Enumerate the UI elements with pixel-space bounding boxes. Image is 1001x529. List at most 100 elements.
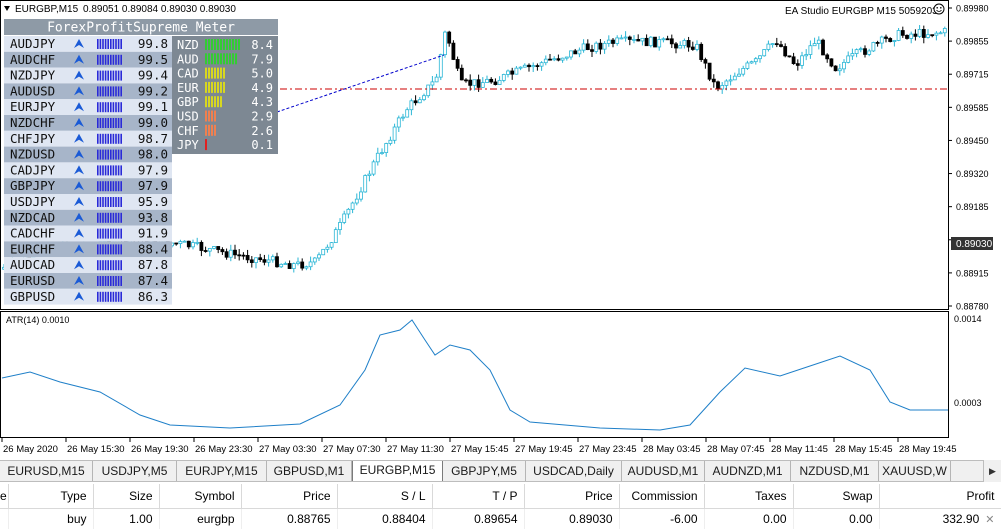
currency-meter-panel: ForexProfitSupreme Meter AUDJPY 99.8AUDCH… (4, 19, 278, 305)
meter-currency-value: 7.9 (251, 52, 273, 66)
trade-column-header[interactable]: S / L (337, 484, 433, 509)
meter-pair-name: NZDCAD (10, 210, 55, 225)
strength-bar (226, 39, 228, 50)
trade-cell (0, 508, 9, 529)
time-axis-label: 27 May 23:45 (579, 444, 637, 455)
meter-pair-value: 87.4 (138, 273, 168, 288)
trade-column-header[interactable]: Price (524, 484, 620, 509)
strength-bar (205, 96, 207, 108)
strength-bar (220, 67, 222, 79)
trade-column-header[interactable]: e (0, 484, 9, 509)
strength-bar (205, 67, 207, 79)
chart-tab[interactable]: AUDUSD,M1 (622, 461, 705, 481)
up-arrow-icon (74, 244, 84, 254)
chart-tab[interactable]: XAUUSD,W (879, 461, 951, 481)
atr-axis-top: 0.0014 (954, 314, 982, 324)
chart-tab[interactable]: GBPJPY,M5 (443, 461, 526, 481)
time-axis-label: 27 May 03:30 (259, 444, 317, 455)
time-axis-label: 28 May 19:45 (899, 444, 957, 455)
price-axis-label: 0.89450 (956, 136, 989, 146)
meter-currency-value: 0.1 (251, 138, 273, 152)
chevron-right-icon[interactable]: ▶ (983, 460, 1001, 482)
trade-column-header[interactable]: Swap (793, 484, 880, 509)
strength-bar (211, 39, 213, 50)
strength-bar (217, 96, 219, 108)
meter-currency-value: 2.6 (251, 124, 273, 138)
strength-bar (220, 81, 222, 93)
close-position-icon[interactable]: ✕ (985, 513, 995, 526)
price-axis-label: 0.89320 (956, 169, 989, 179)
trade-column-header[interactable]: Taxes (704, 484, 794, 509)
strength-bar (205, 39, 207, 50)
trade-column-header[interactable]: Price (241, 484, 338, 509)
up-arrow-icon (74, 39, 84, 48)
chart-canvas[interactable]: 0.89980 0.89855 0.89715 0.89585 0.89450 0.893… (0, 0, 1001, 460)
trade-column-header[interactable]: Type (8, 484, 94, 509)
trade-column-header[interactable]: Symbol (159, 484, 242, 509)
strength-bar (217, 39, 219, 50)
strength-bar (211, 124, 213, 136)
time-axis-label: 26 May 15:30 (67, 444, 125, 455)
time-axis: 26 May 2020 26 May 15:30 26 May 19:30 26 Ma… (1, 438, 957, 455)
trade-column-header[interactable]: T / P (432, 484, 525, 509)
strength-bar (229, 53, 231, 65)
meter-pair-name: CADCHF (10, 226, 55, 241)
chart-tabs-bar: EURUSD,M15 USDJPY,M5 EURJPY,M15 GBPUSD,M1 EU… (0, 460, 1001, 482)
time-axis-label: 28 May 07:45 (707, 444, 765, 455)
strength-bar (214, 39, 216, 50)
strength-bar (205, 124, 207, 136)
strength-bar (229, 39, 231, 50)
chart-tab[interactable]: NZDUSD,M1 (791, 461, 879, 481)
meter-pair-name: CADJPY (10, 162, 56, 177)
time-axis-label: 28 May 15:45 (835, 444, 893, 455)
meter-pair-value: 99.5 (138, 52, 168, 67)
chart-symbol-label: EURGBP,M15 (15, 4, 79, 15)
strength-bar (220, 96, 222, 108)
strength-bar (214, 110, 216, 122)
strength-bar (214, 53, 216, 65)
meter-pair-name: EURJPY (10, 99, 56, 114)
strength-bar (223, 81, 225, 93)
expert-advisor-label: EA Studio EURGBP M15 50592037 (785, 6, 944, 17)
chart-tab[interactable]: EURUSD,M15 (0, 461, 93, 481)
strength-bar (226, 53, 228, 65)
meter-pair-value: 87.8 (138, 257, 168, 272)
strength-bar (235, 39, 237, 50)
atr-line (1, 319, 948, 431)
trade-cell: 0.89030 (524, 508, 620, 529)
strength-bar (214, 81, 216, 93)
chart-tab[interactable]: EURGBP,M15 (352, 461, 443, 481)
strength-bar (214, 67, 216, 79)
chart-window[interactable]: 0.89980 0.89855 0.89715 0.89585 0.89450 0.893… (0, 0, 1001, 460)
meter-currency-value: 5.0 (251, 67, 273, 81)
meter-pair-name: GBPUSD (10, 289, 55, 304)
meter-pair-value: 99.4 (138, 68, 168, 83)
meter-currency-name: USD (177, 110, 199, 124)
strength-bar (232, 39, 234, 50)
strength-bar (211, 110, 213, 122)
meter-currency-value: 4.9 (251, 81, 273, 95)
strength-bar (208, 81, 210, 93)
trade-row[interactable]: buy 1.00 eurgbp 0.88765 0.88404 0.89654 0.8903… (0, 508, 1001, 529)
chart-tab[interactable]: GBPUSD,M1 (267, 461, 352, 481)
strength-bar (211, 67, 213, 79)
up-arrow-icon (74, 260, 84, 270)
meter-pair-value: 97.9 (138, 178, 168, 193)
chart-tab[interactable]: EURJPY,M15 (177, 461, 267, 481)
up-arrow-icon (74, 276, 84, 285)
meter-pair-value: 98.0 (138, 147, 168, 162)
trade-column-header[interactable]: Size (93, 484, 160, 509)
trade-column-header[interactable]: Profit (879, 484, 1001, 509)
up-arrow-icon (74, 291, 84, 301)
meter-currency-name: JPY (177, 138, 199, 152)
strength-bar (208, 124, 210, 136)
chart-tab[interactable]: USDJPY,M5 (93, 461, 177, 481)
up-arrow-icon (74, 212, 84, 222)
meter-currency-name: CAD (177, 67, 199, 81)
smiley-icon[interactable] (933, 3, 945, 15)
trade-column-header[interactable]: Commission (619, 484, 705, 509)
chart-tab[interactable]: AUDNZD,M1 (705, 461, 791, 481)
chart-tab[interactable]: USDCAD,Daily (526, 461, 622, 481)
strength-bar (217, 53, 219, 65)
up-arrow-icon (74, 54, 84, 64)
